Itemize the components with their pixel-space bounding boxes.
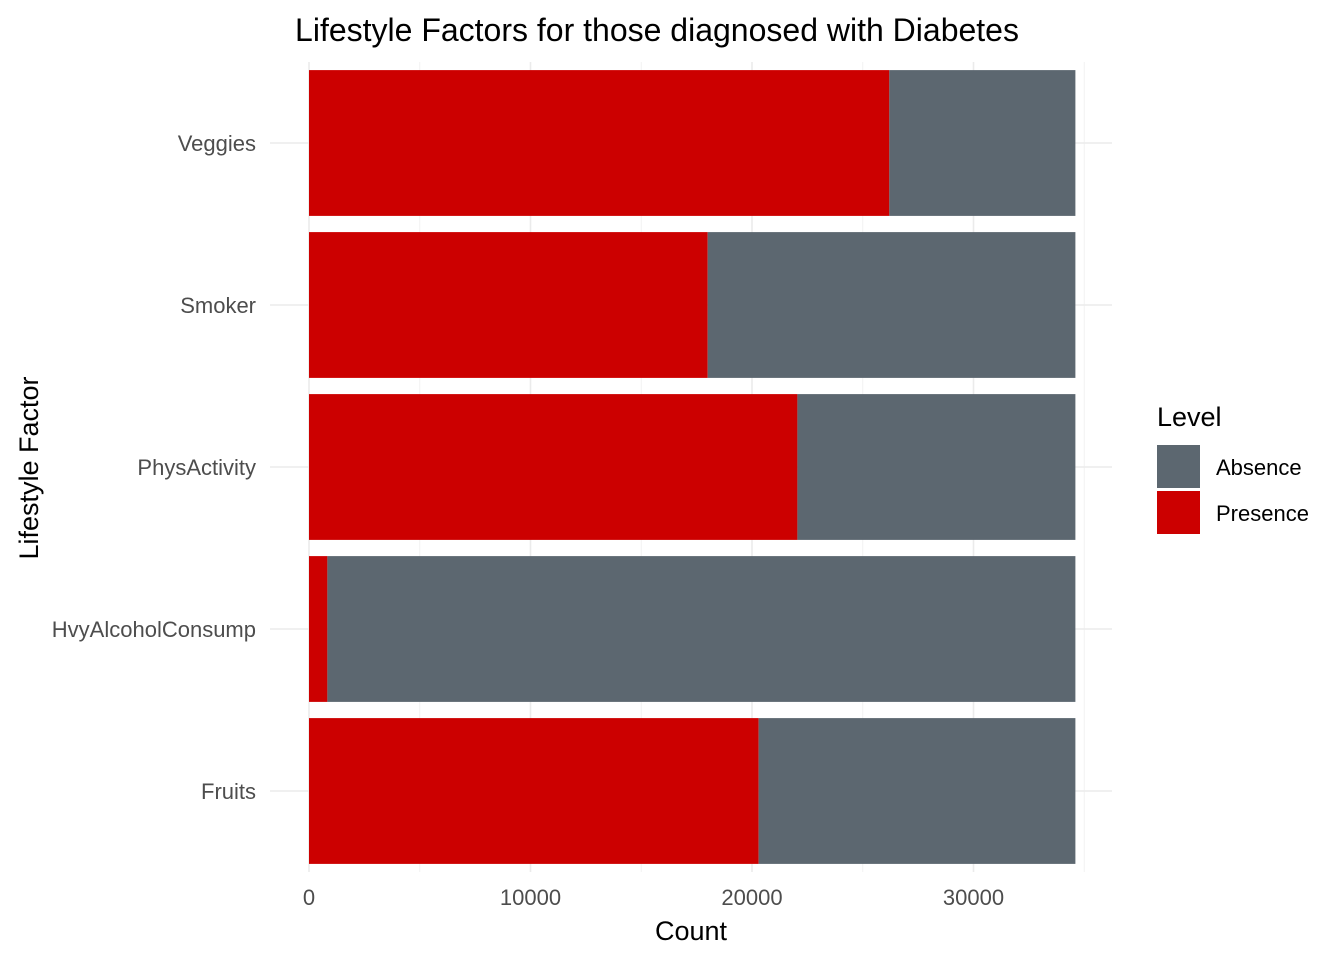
chart-title: Lifestyle Factors for those diagnosed wi…: [295, 12, 1019, 48]
legend-title: Level: [1157, 402, 1222, 432]
bar-presence-physactivity: [309, 394, 798, 540]
legend-label-presence: Presence: [1216, 501, 1309, 526]
bar-presence-hvyalcoholconsump: [309, 556, 328, 702]
bar-absence-hvyalcoholconsump: [327, 556, 1076, 702]
y-tick-label: Smoker: [180, 293, 256, 318]
x-tick-label: 10000: [500, 885, 561, 910]
bar-absence-fruits: [758, 718, 1076, 864]
bar-presence-smoker: [309, 232, 708, 378]
legend-label-absence: Absence: [1216, 455, 1302, 480]
bar-absence-veggies: [889, 70, 1076, 216]
y-tick-label: Veggies: [178, 131, 256, 156]
bar-presence-fruits: [309, 718, 759, 864]
x-tick-labels: 0 10000 20000 30000: [303, 885, 1004, 910]
y-tick-label: Fruits: [201, 779, 256, 804]
y-tick-labels: Fruits HvyAlcoholConsump PhysActivity Smoke…: [52, 131, 256, 804]
x-axis-title: Count: [655, 916, 728, 946]
legend-key-presence: [1157, 491, 1200, 534]
y-tick-label: HvyAlcoholConsump: [52, 617, 256, 642]
x-tick-label: 30000: [943, 885, 1004, 910]
bars: [309, 70, 1076, 864]
bar-presence-veggies: [309, 70, 890, 216]
x-tick-label: 0: [303, 885, 315, 910]
legend-key-absence: [1157, 445, 1200, 488]
y-axis-title: Lifestyle Factor: [14, 376, 44, 559]
y-tick-label: PhysActivity: [137, 455, 256, 480]
legend: Level Absence Presence: [1157, 402, 1309, 534]
bar-absence-smoker: [707, 232, 1076, 378]
bar-absence-physactivity: [797, 394, 1076, 540]
x-tick-label: 20000: [721, 885, 782, 910]
